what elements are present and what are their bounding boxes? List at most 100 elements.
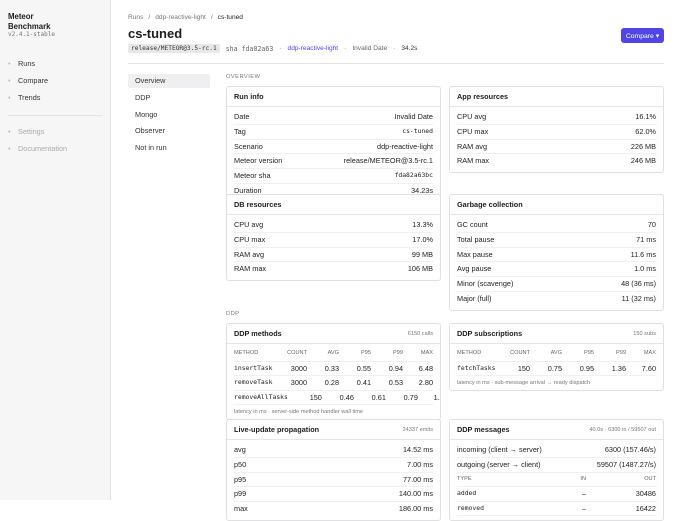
kv-row: Meteor sha fda82a63bc bbox=[234, 169, 433, 184]
nav-item[interactable]: Trends • bbox=[8, 93, 41, 102]
value: 246 MB bbox=[630, 156, 656, 166]
card-title: Live-update propagation bbox=[234, 425, 320, 434]
card-title: App resources bbox=[457, 92, 509, 101]
key: CPU max bbox=[234, 234, 266, 244]
brand: Meteor Benchmark bbox=[8, 12, 50, 32]
column-header: AVG bbox=[327, 350, 339, 356]
tab[interactable]: Observer bbox=[135, 126, 166, 136]
card: Live-update propagation 24337 emits avg 14.… bbox=[226, 419, 441, 521]
column-header: IN bbox=[580, 475, 586, 482]
value: 186.00 ms bbox=[398, 504, 433, 514]
key: Meteor sha bbox=[234, 171, 271, 181]
crumb[interactable]: ddp-reactive-light bbox=[155, 14, 206, 21]
key: Total pause bbox=[457, 234, 495, 244]
nav-bullet: • bbox=[8, 127, 11, 136]
kv-row: Avg pause 1.0 ms bbox=[457, 262, 656, 278]
card-title: DDP subscriptions bbox=[457, 329, 523, 338]
tab[interactable]: DDP bbox=[135, 92, 151, 102]
tab[interactable]: Mongo bbox=[135, 109, 158, 119]
cell: – bbox=[581, 489, 586, 499]
cell: 2.80 bbox=[418, 378, 433, 388]
card: Garbage collection GC count 70 Total pause 7… bbox=[449, 194, 664, 311]
value: 99 MB bbox=[411, 249, 433, 259]
key: Tag bbox=[234, 126, 246, 136]
key: Minor (scavenge) bbox=[457, 279, 514, 289]
kv-row: Duration 34.23s bbox=[234, 184, 433, 198]
duration: 34.2s bbox=[401, 45, 418, 52]
nav-item[interactable]: Compare • bbox=[8, 76, 49, 85]
nav-bullet: • bbox=[8, 93, 11, 102]
cell: removeTask bbox=[234, 378, 273, 387]
column-header: AVG bbox=[550, 350, 562, 356]
value: 6300 (157.46/s) bbox=[604, 445, 656, 454]
separator: / bbox=[210, 14, 213, 21]
compare-button[interactable]: Compare ▾ bbox=[621, 28, 664, 43]
cell: removeAllTasks bbox=[234, 392, 288, 401]
cell: 0.53 bbox=[388, 378, 403, 388]
value: 77.00 ms bbox=[402, 474, 433, 484]
nav-bullet: • bbox=[8, 76, 11, 85]
key: p99 bbox=[234, 489, 247, 499]
key: p95 bbox=[234, 474, 247, 484]
cell: 0.55 bbox=[356, 363, 371, 373]
table-row: removeTask 3000 0.28 0.41 0.53 2.80 bbox=[234, 376, 433, 391]
card-header: App resources bbox=[450, 87, 663, 107]
card-body: Date Invalid Date Tag cs-tuned Scenario ddp-r… bbox=[227, 107, 440, 202]
cell: fetchTasks bbox=[457, 363, 496, 372]
card-header: DDP messages 40.0s · 6300 in / 59507 out bbox=[450, 420, 663, 440]
page-title: cs-tuned bbox=[128, 26, 183, 41]
brand-line: Benchmark bbox=[8, 22, 51, 31]
key: Major (full) bbox=[457, 293, 492, 303]
kv-row: GC count 70 bbox=[457, 218, 656, 233]
kv-row: RAM max 246 MB bbox=[457, 154, 656, 168]
card-title: Run info bbox=[234, 92, 264, 101]
tab[interactable]: Overview bbox=[128, 74, 210, 88]
cell: 3000 bbox=[290, 378, 307, 388]
card-body: METHOD COUNT AVG P95 P99 MAX fetchTasks 150 0.75… bbox=[450, 344, 663, 390]
value: 11.6 ms bbox=[630, 249, 656, 259]
card-meta: 6150 calls bbox=[407, 330, 433, 337]
kv-row: max 186.00 ms bbox=[234, 502, 433, 516]
nav-divider bbox=[8, 115, 102, 116]
kv-row: CPU max 62.0% bbox=[457, 125, 656, 140]
cell: 0.46 bbox=[339, 392, 354, 402]
cell: 0.41 bbox=[356, 378, 371, 388]
card-meta: 40.0s · 6300 in / 59507 out bbox=[589, 426, 656, 433]
tab[interactable]: Not in run bbox=[135, 143, 167, 153]
kv-row: RAM max 106 MB bbox=[234, 262, 433, 276]
crumb[interactable]: Runs bbox=[128, 14, 144, 21]
value: 7.00 ms bbox=[407, 459, 433, 469]
cell: 150 bbox=[309, 392, 322, 402]
card-header: Garbage collection bbox=[450, 195, 663, 215]
column-header: P95 bbox=[584, 350, 594, 356]
key: RAM max bbox=[234, 264, 267, 274]
column-header: TYPE bbox=[457, 475, 472, 482]
key: CPU max bbox=[457, 126, 489, 136]
tag-badge: release/METEOR@3.5-rc.1 bbox=[128, 44, 220, 53]
kv-row: Total pause 71 ms bbox=[457, 233, 656, 248]
table-header: METHOD COUNT AVG P95 P99 MAX bbox=[234, 347, 433, 362]
meta-row: release/METEOR@3.5-rc.1 sha fda82a63 · ddp-… bbox=[128, 44, 417, 53]
cell: 7.60 bbox=[641, 363, 656, 373]
cell: 0.75 bbox=[547, 363, 562, 373]
value: 16.1% bbox=[635, 112, 656, 121]
kv-row: RAM avg 226 MB bbox=[457, 140, 656, 155]
card: DDP subscriptions 150 subs METHOD COUNT AVG P… bbox=[449, 323, 664, 392]
key: RAM max bbox=[457, 156, 490, 166]
column-header: MAX bbox=[643, 350, 656, 356]
scenario-link[interactable]: ddp-reactive-light bbox=[287, 45, 339, 52]
section-label: DDP bbox=[226, 311, 240, 317]
nav-bullet: • bbox=[8, 144, 11, 153]
kv-row: avg 14.52 ms bbox=[234, 443, 433, 458]
cell: added bbox=[457, 489, 477, 498]
key: max bbox=[234, 504, 248, 514]
card-header: Live-update propagation 24337 emits bbox=[227, 420, 440, 440]
key: RAM avg bbox=[234, 249, 265, 259]
card-meta: 150 subs bbox=[633, 330, 656, 337]
nav-item[interactable]: Runs • bbox=[8, 59, 36, 68]
table-row: removed – 16422 bbox=[457, 502, 656, 517]
value: 48 (36 ms) bbox=[621, 279, 656, 289]
kv-row: outgoing (server → client) 59507 (1487.27… bbox=[457, 458, 656, 473]
column-header: P99 bbox=[393, 350, 403, 356]
card: Run info Date Invalid Date Tag cs-tuned Scena… bbox=[226, 86, 441, 203]
